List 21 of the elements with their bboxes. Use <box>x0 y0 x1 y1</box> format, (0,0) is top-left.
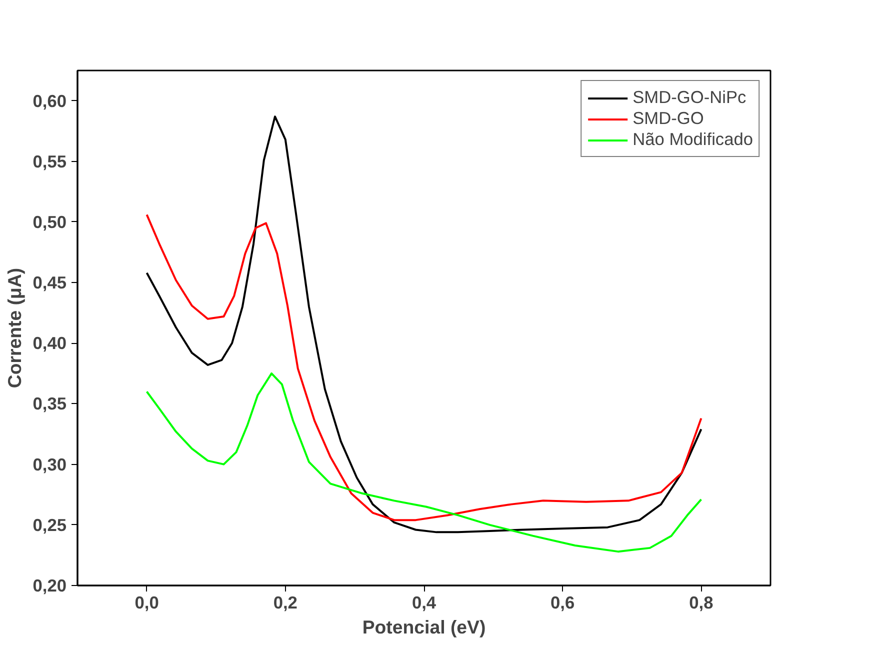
y-tick-label: 0,20 <box>32 576 67 596</box>
y-tick-label: 0,60 <box>32 90 67 111</box>
y-tick-label: 0,40 <box>32 333 67 354</box>
line-series <box>146 214 702 522</box>
legend-label: Não Modificado <box>632 129 753 150</box>
x-axis-title: Potencial (eV) <box>362 616 486 638</box>
x-tick-label: 0,0 <box>134 592 159 612</box>
x-tick-label: 0,6 <box>550 592 576 612</box>
y-tick-label: 0,35 <box>32 394 67 414</box>
x-tick-label: 0,4 <box>412 592 436 612</box>
x-tick-label: 0,2 <box>273 592 298 612</box>
y-axis-title: Corrente (μA) <box>4 268 25 388</box>
legend-label: SMD-GO-NiPc <box>632 87 746 108</box>
y-tick-label: 0,45 <box>32 272 67 293</box>
y-tick-label: 0,55 <box>32 151 67 172</box>
y-tick-label: 0,30 <box>32 454 67 474</box>
x-tick-label: 0,8 <box>689 592 714 612</box>
y-tick-label: 0,50 <box>32 212 67 232</box>
y-tick-label: 0,25 <box>32 514 67 535</box>
legend-label: SMD-GO <box>632 108 704 129</box>
line-series <box>146 372 702 553</box>
